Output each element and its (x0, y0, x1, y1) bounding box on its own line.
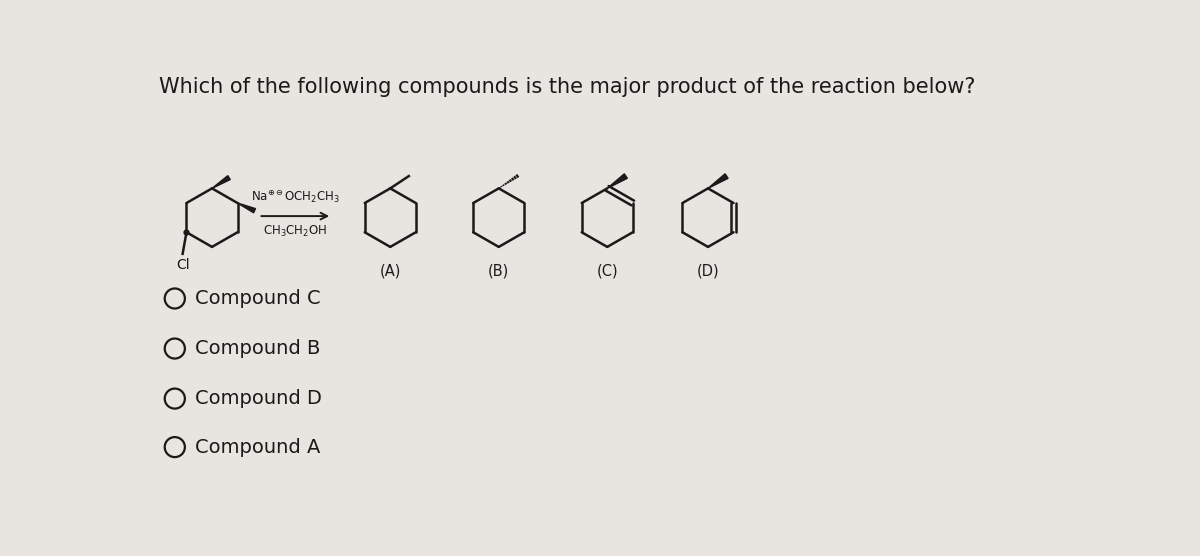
Text: (B): (B) (488, 264, 509, 279)
Text: CH$_3$CH$_2$OH: CH$_3$CH$_2$OH (263, 224, 328, 239)
Text: Compound D: Compound D (194, 389, 322, 408)
Text: Compound B: Compound B (194, 339, 320, 358)
Polygon shape (607, 174, 628, 188)
Text: (C): (C) (596, 264, 618, 279)
Text: Cl: Cl (176, 259, 190, 272)
Text: (D): (D) (697, 264, 719, 279)
Text: (A): (A) (379, 264, 401, 279)
Polygon shape (238, 203, 256, 213)
Polygon shape (708, 174, 728, 188)
Text: Which of the following compounds is the major product of the reaction below?: Which of the following compounds is the … (160, 77, 976, 97)
Text: Compound C: Compound C (194, 289, 320, 308)
Polygon shape (212, 176, 230, 188)
Text: Na$^{\oplus\ominus}$OCH$_2$CH$_3$: Na$^{\oplus\ominus}$OCH$_2$CH$_3$ (251, 188, 340, 205)
Text: Compound A: Compound A (194, 438, 320, 456)
